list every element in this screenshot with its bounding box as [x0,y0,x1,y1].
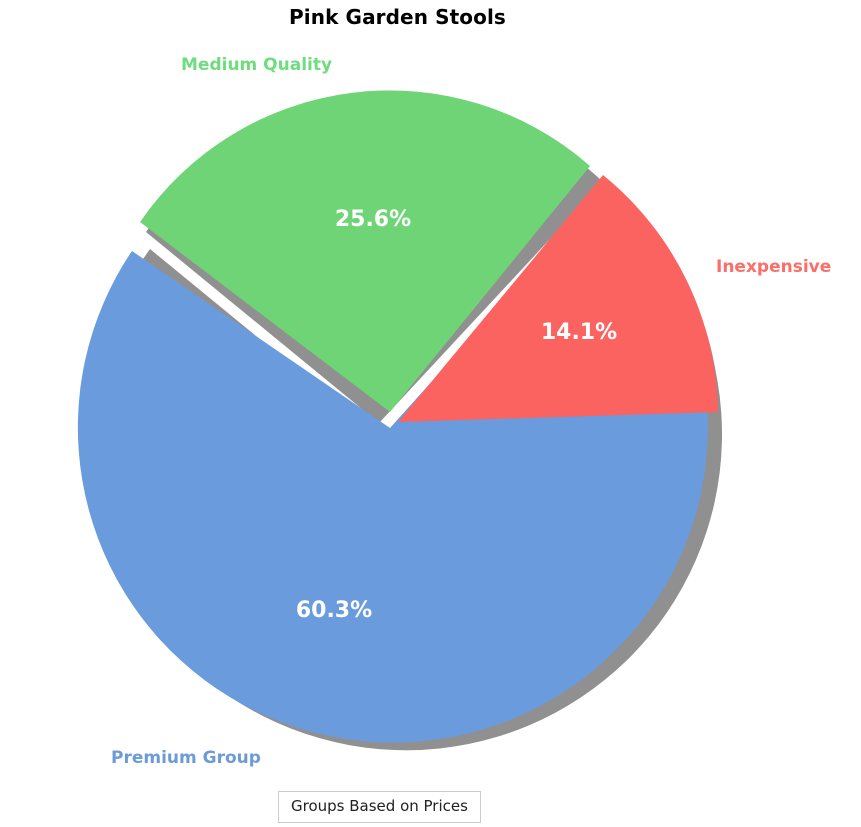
slice-label-medium-quality: Medium Quality [181,55,333,75]
legend-title-box: Groups Based on Prices [278,791,481,823]
data-label-inexpensive: 14.1% [541,320,617,345]
slice-label-premium-group: Premium Group [111,748,261,768]
chart-title: Pink Garden Stools [289,5,506,29]
pie-data-labels: 25.6% 14.1% 60.3% [296,207,617,623]
slice-label-inexpensive: Inexpensive [716,257,832,277]
pie-slice-medium[interactable] [140,90,590,412]
pie-slice-inexpensive[interactable] [398,175,718,422]
data-label-medium: 25.6% [335,207,411,232]
pie-slices [77,90,718,743]
data-label-premium: 60.3% [296,598,372,623]
